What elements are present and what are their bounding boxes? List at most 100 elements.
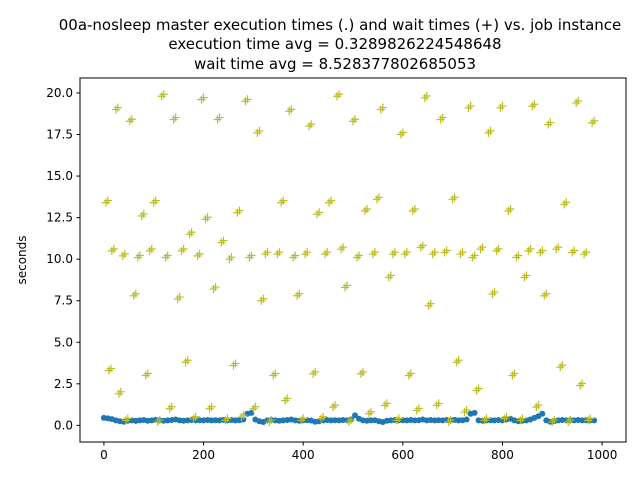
- wait-time-point: [125, 115, 136, 126]
- wait-time-point: [137, 209, 148, 220]
- x-tick-label: 0: [100, 448, 108, 462]
- wait-time-point: [205, 402, 216, 413]
- wait-time-point: [129, 289, 140, 300]
- wait-time-point: [157, 90, 168, 101]
- wait-time-point: [360, 204, 371, 215]
- wait-time-point: [289, 251, 300, 262]
- wait-time-point: [420, 91, 431, 102]
- execution-time-point: [463, 416, 470, 423]
- wait-time-point: [372, 193, 383, 204]
- wait-time-point: [111, 103, 122, 114]
- wait-time-point: [444, 416, 455, 427]
- wait-time-point: [269, 369, 280, 380]
- wait-time-point: [500, 412, 511, 423]
- wait-time-point: [301, 248, 312, 259]
- wait-time-point: [440, 246, 451, 257]
- wait-time-point: [265, 416, 276, 427]
- wait-time-point: [241, 95, 252, 106]
- wait-time-point: [217, 236, 228, 247]
- wait-time-point: [528, 100, 539, 111]
- wait-time-point: [484, 126, 495, 137]
- wait-time-point: [305, 120, 316, 131]
- wait-time-point: [153, 416, 164, 427]
- axis-ticks: 0 200 400 600 800 1000 0.0 2.5 5.0 7.5 10.0 12.5 15.…: [46, 86, 617, 462]
- wait-time-point: [448, 193, 459, 204]
- wait-time-point: [229, 359, 240, 370]
- wait-time-point: [392, 414, 403, 425]
- wait-time-point: [428, 248, 439, 259]
- wait-time-point: [321, 248, 332, 259]
- wait-time-point: [576, 379, 587, 390]
- wait-time-point: [548, 416, 559, 427]
- wait-time-point: [384, 271, 395, 282]
- wait-time-point: [253, 126, 264, 137]
- wait-time-point: [317, 412, 328, 423]
- wait-time-point: [145, 244, 156, 255]
- x-tick-label: 600: [391, 448, 414, 462]
- wait-time-point: [364, 407, 375, 418]
- wait-time-point: [520, 271, 531, 282]
- execution-time-point: [351, 412, 358, 419]
- wait-time-point: [508, 369, 519, 380]
- wait-time-point: [173, 293, 184, 304]
- wait-time-point: [309, 367, 320, 378]
- wait-time-point: [209, 283, 220, 294]
- wait-time-point: [181, 356, 192, 367]
- wait-time-point: [580, 248, 591, 259]
- wait-time-point: [345, 416, 356, 427]
- wait-time-point: [121, 414, 132, 425]
- y-tick-label: 0.0: [54, 418, 73, 432]
- wait-time-point: [193, 249, 204, 260]
- wait-time-point: [380, 399, 391, 410]
- wait-time-point: [245, 251, 256, 262]
- wait-time-point: [524, 244, 535, 255]
- wait-time-point: [333, 90, 344, 101]
- x-tick-label: 200: [192, 448, 215, 462]
- wait-time-point: [149, 196, 160, 207]
- y-tick-label: 5.0: [54, 335, 73, 349]
- x-tick-label: 800: [491, 448, 514, 462]
- wait-time-point: [185, 228, 196, 239]
- wait-time-point: [472, 384, 483, 395]
- wait-time-point: [189, 412, 200, 423]
- wait-time-point: [329, 401, 340, 412]
- wait-time-point: [388, 248, 399, 259]
- wait-time-point: [516, 414, 527, 425]
- wait-time-point: [456, 248, 467, 259]
- wait-time-point: [104, 364, 115, 375]
- wait-time-point: [107, 244, 118, 255]
- wait-time-point: [552, 243, 563, 254]
- wait-time-point: [169, 113, 180, 124]
- wait-time-point: [400, 248, 411, 259]
- wait-time-point: [556, 361, 567, 372]
- wait-time-point: [488, 288, 499, 299]
- wait-time-point: [197, 93, 208, 104]
- wait-time-point: [277, 196, 288, 207]
- wait-time-point: [337, 243, 348, 254]
- wait-time-point: [588, 116, 599, 127]
- wait-time-point: [257, 294, 268, 305]
- wait-time-point: [460, 406, 471, 417]
- wait-time-point: [432, 399, 443, 410]
- wait-time-point: [161, 251, 172, 262]
- wait-time-point: [468, 251, 479, 262]
- wait-time-point: [584, 414, 595, 425]
- wait-time-point: [376, 103, 387, 114]
- wait-time-point: [512, 251, 523, 262]
- wait-time-point: [233, 206, 244, 217]
- wait-time-point: [285, 105, 296, 116]
- wait-time-point: [225, 253, 236, 264]
- wait-time-point: [404, 369, 415, 380]
- wait-time-point: [133, 251, 144, 262]
- wait-time-point: [572, 96, 583, 107]
- wait-time-point: [480, 414, 491, 425]
- wait-time-point: [504, 204, 515, 215]
- wait-time-point: [213, 113, 224, 124]
- wait-time-point: [281, 394, 292, 405]
- y-tick-label: 20.0: [46, 86, 73, 100]
- wait-time-point: [544, 118, 555, 129]
- execution-time-point: [471, 409, 478, 416]
- chart-title-line-2: execution time avg = 0.3289826224548648: [168, 35, 501, 53]
- wait-time-point: [408, 204, 419, 215]
